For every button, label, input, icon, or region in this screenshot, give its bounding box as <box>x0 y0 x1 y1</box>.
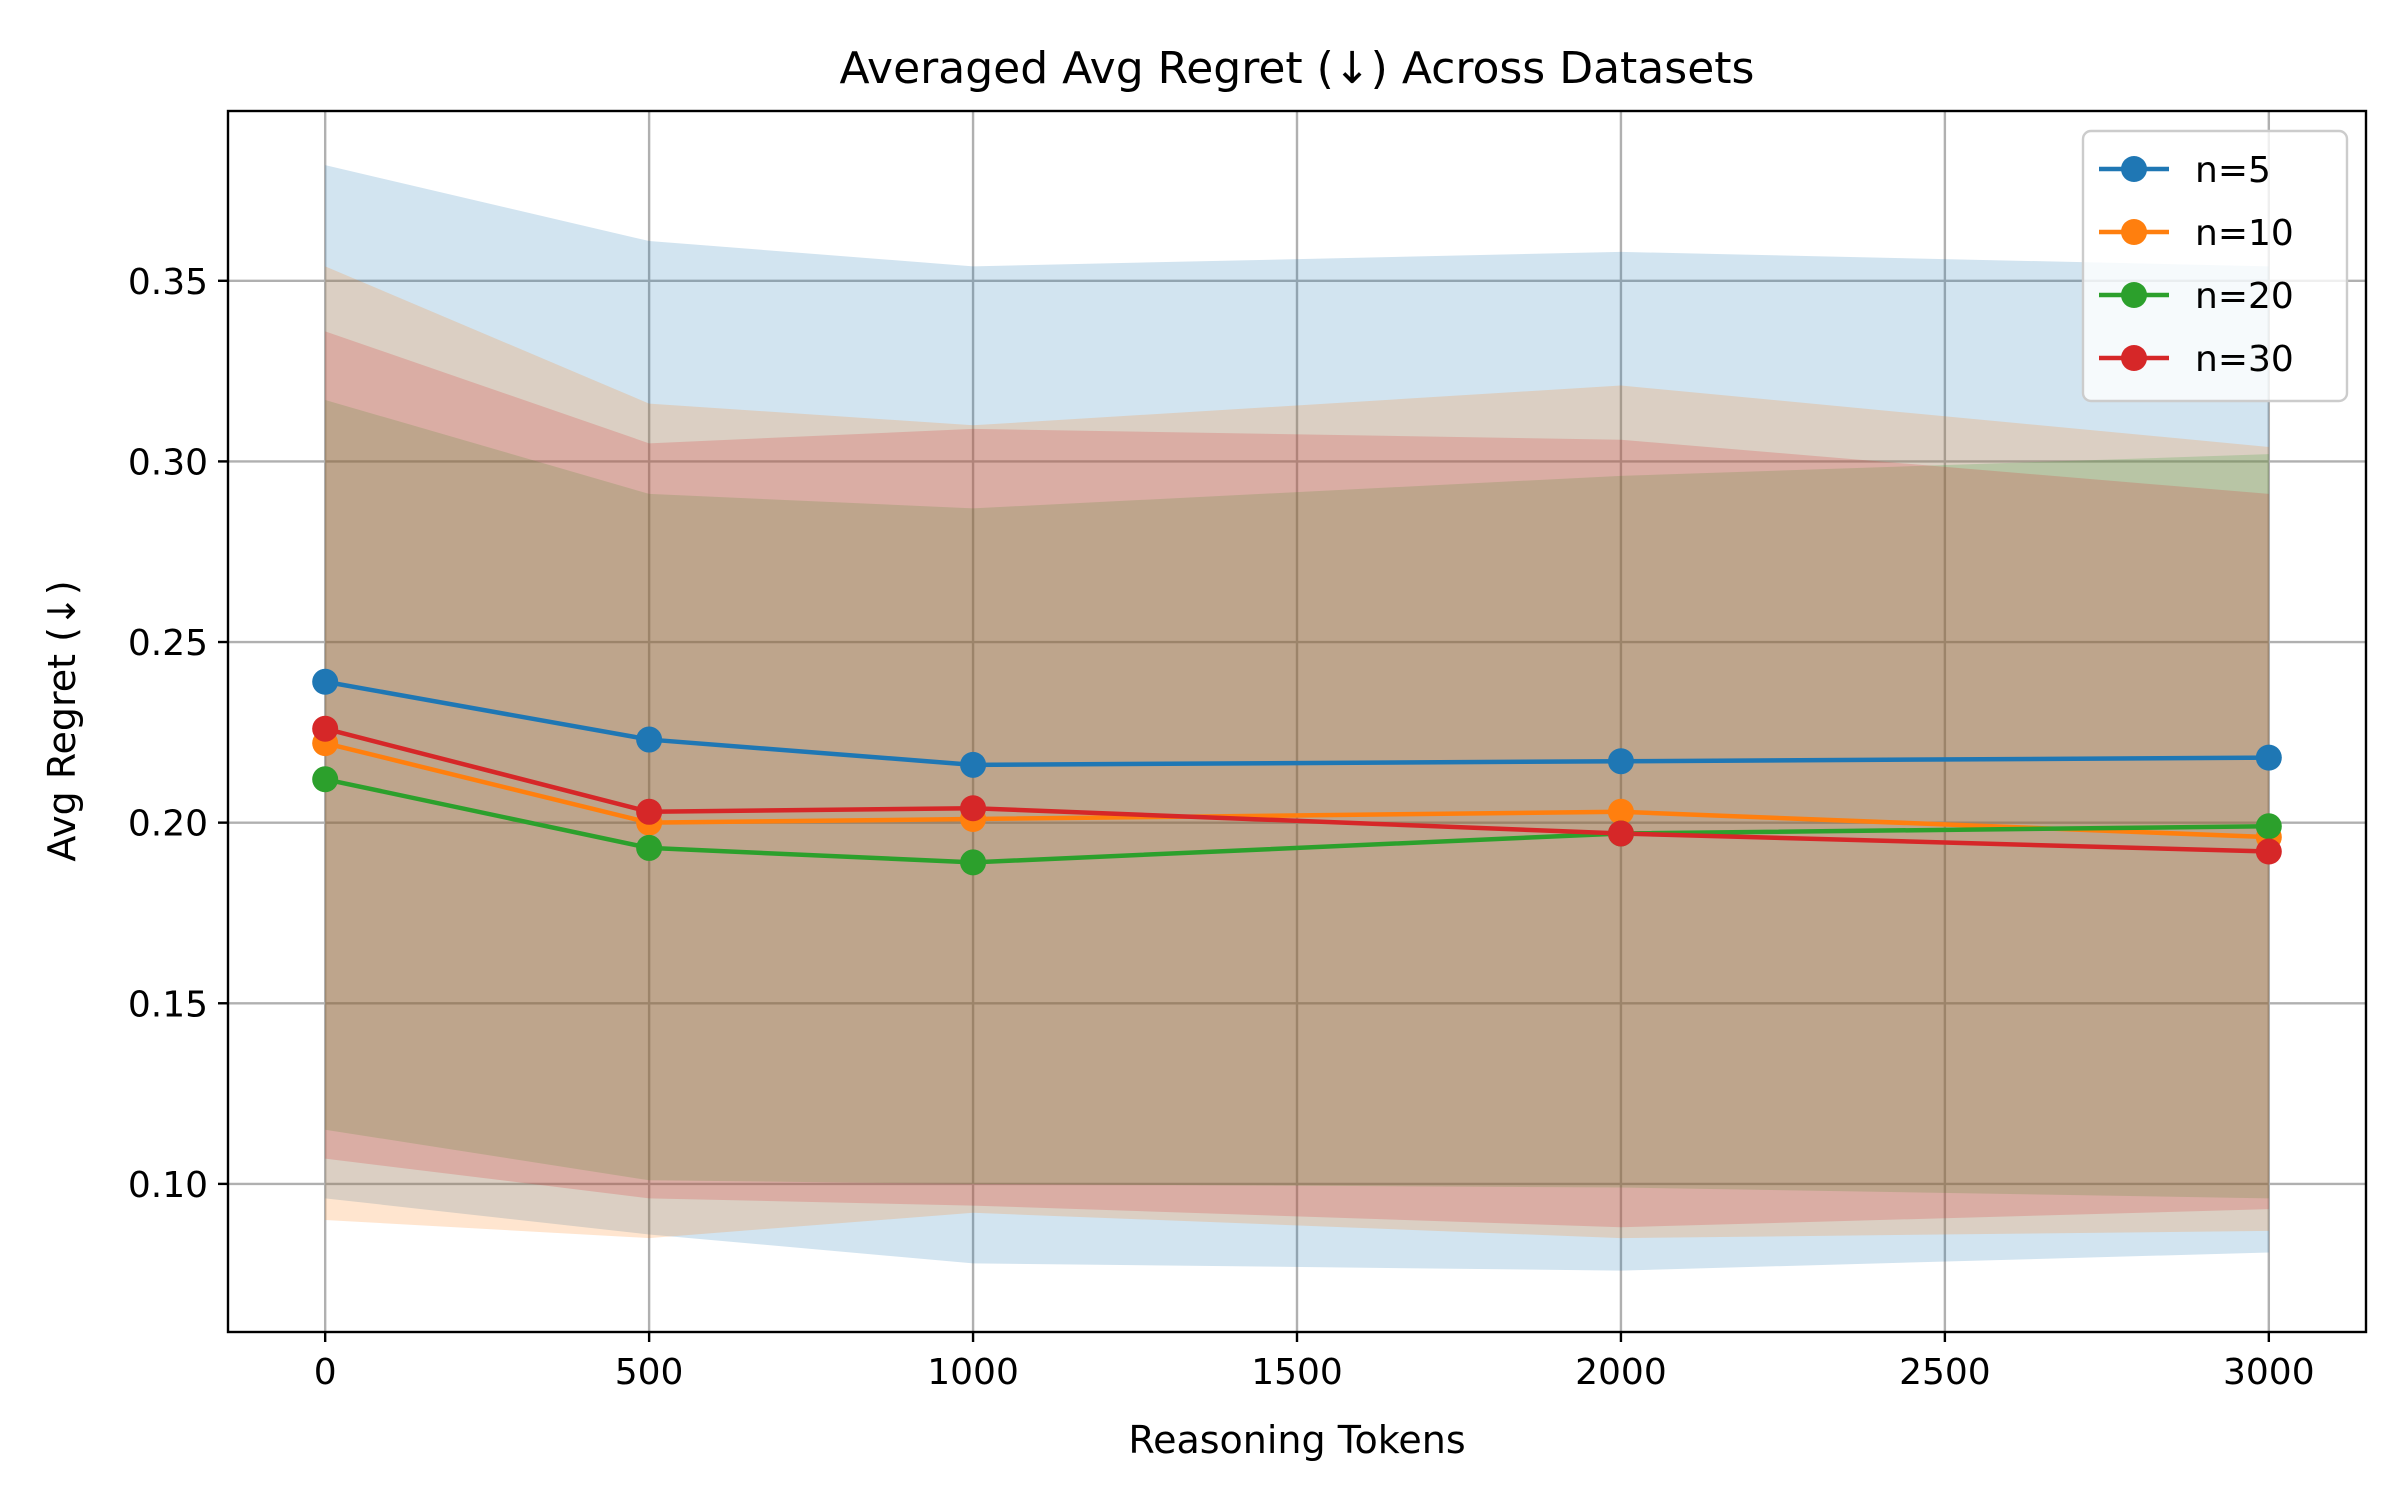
band-n-30 <box>325 331 2269 1228</box>
x-tick-label: 500 <box>615 1352 684 1393</box>
point-n-5 <box>1607 748 1634 775</box>
x-tick-label: 2500 <box>1899 1352 1991 1393</box>
band-n-10 <box>325 266 2269 1239</box>
x-tick-label: 1000 <box>927 1352 1019 1393</box>
point-n-20 <box>960 849 987 876</box>
x-axis-label: Reasoning Tokens <box>1128 1418 1465 1462</box>
point-n-5 <box>2255 744 2282 771</box>
legend-swatch-marker <box>2121 219 2147 245</box>
y-tick-label: 0.10 <box>128 1165 208 1206</box>
point-n-30 <box>636 798 663 825</box>
confidence-bands <box>325 165 2269 1271</box>
point-n-20 <box>2255 813 2282 840</box>
legend-label: n=5 <box>2195 150 2271 191</box>
y-tick-label: 0.20 <box>128 804 208 845</box>
x-tick-label: 1500 <box>1251 1352 1343 1393</box>
legend-box <box>2081 129 2349 403</box>
band-n-5 <box>325 165 2269 1271</box>
point-n-5 <box>636 726 663 753</box>
y-axis-ticks: 0.10 0.15 0.20 0.25 0.30 0.35 <box>128 262 228 1206</box>
point-n-5 <box>312 668 339 695</box>
y-tick-label: 0.35 <box>128 262 208 303</box>
y-tick-label: 0.15 <box>128 984 208 1025</box>
y-tick-label: 0.25 <box>128 623 208 664</box>
x-tick-label: 2000 <box>1575 1352 1667 1393</box>
point-n-30 <box>2255 838 2282 865</box>
legend-swatch-marker <box>2121 282 2147 308</box>
point-n-30 <box>960 795 987 822</box>
chart-title: Averaged Avg Regret (↓) Across Datasets <box>840 43 1755 94</box>
point-n-10 <box>1607 798 1634 825</box>
legend-label: n=20 <box>2195 276 2294 317</box>
band-n-20 <box>325 399 2269 1199</box>
point-n-30 <box>1607 820 1634 847</box>
point-n-5 <box>960 751 987 778</box>
data-points <box>312 668 2282 876</box>
point-n-30 <box>312 715 339 742</box>
x-axis-ticks: 0 500 1000 1500 2000 2500 3000 <box>314 1332 2315 1393</box>
legend-label: n=30 <box>2195 339 2294 380</box>
y-tick-label: 0.30 <box>128 442 208 483</box>
y-axis-label: Avg Regret (↓) <box>40 580 84 861</box>
legend-label: n=10 <box>2195 213 2294 254</box>
point-n-20 <box>636 834 663 861</box>
legend-swatch-marker <box>2121 345 2147 371</box>
legend: n=5 n=10 n=20 n=30 <box>2081 129 2349 403</box>
x-tick-label: 0 <box>314 1352 337 1393</box>
legend-swatch-marker <box>2121 156 2147 182</box>
grid-lines <box>228 111 2366 1332</box>
point-n-20 <box>312 766 339 793</box>
x-tick-label: 3000 <box>2223 1352 2315 1393</box>
